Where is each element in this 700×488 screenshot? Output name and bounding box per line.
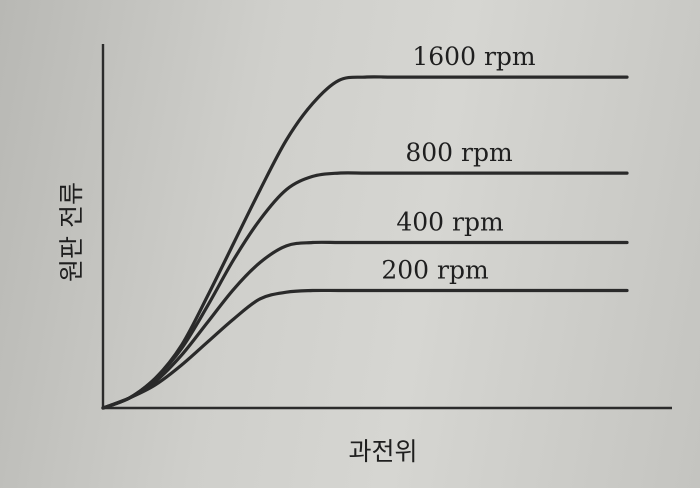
series-label-1600-rpm: 1600 rpm bbox=[412, 42, 536, 71]
series-label-800-rpm: 800 rpm bbox=[405, 138, 513, 167]
series-labels: 1600 rpm 800 rpm 400 rpm 200 rpm bbox=[381, 42, 536, 284]
series-label-200-rpm: 200 rpm bbox=[381, 256, 489, 285]
series-line-200-rpm bbox=[101, 288, 629, 410]
series-curves bbox=[101, 75, 629, 410]
x-axis-title: 과전위 bbox=[348, 437, 417, 466]
y-axis-title: 원판 전류 bbox=[57, 182, 86, 282]
series-line-800-rpm bbox=[101, 171, 629, 410]
series-label-400-rpm: 400 rpm bbox=[396, 208, 504, 237]
series-line-1600-rpm bbox=[101, 75, 629, 410]
series-line-400-rpm bbox=[101, 240, 629, 410]
